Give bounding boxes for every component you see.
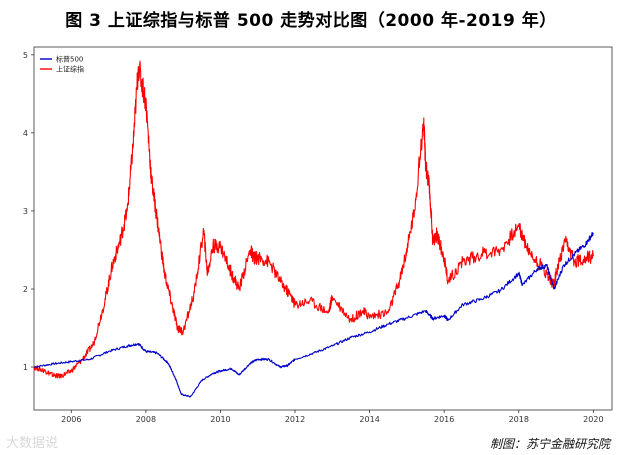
plot-frame (33, 46, 613, 411)
x-tick-label: 2020 (583, 415, 603, 424)
x-tick-label: 2014 (359, 415, 379, 424)
source-note: 制图：苏宁金融研究院 (489, 437, 610, 451)
chart-title: 图 3 上证综指与标普 500 走势对比图（2000 年-2019 年） (65, 11, 557, 31)
y-tick-label: 4 (23, 129, 28, 138)
legend-label: 标普500 (56, 55, 83, 64)
x-tick-label: 2012 (285, 415, 305, 424)
y-tick-label: 3 (23, 207, 28, 216)
series-line-shanghai (33, 60, 594, 379)
legend-label: 上证综指 (56, 65, 84, 74)
x-tick-label: 2018 (509, 415, 529, 424)
series-line-sp500 (33, 231, 594, 398)
y-tick-label: 1 (23, 363, 28, 372)
y-tick-label: 2 (23, 285, 28, 294)
watermark-text: 大数据说 (6, 436, 59, 451)
x-tick-label: 2016 (434, 415, 454, 424)
x-tick-label: 2010 (210, 415, 230, 424)
y-tick-label: 5 (23, 51, 28, 60)
x-tick-label: 2008 (136, 415, 156, 424)
x-tick-label: 2006 (61, 415, 81, 424)
